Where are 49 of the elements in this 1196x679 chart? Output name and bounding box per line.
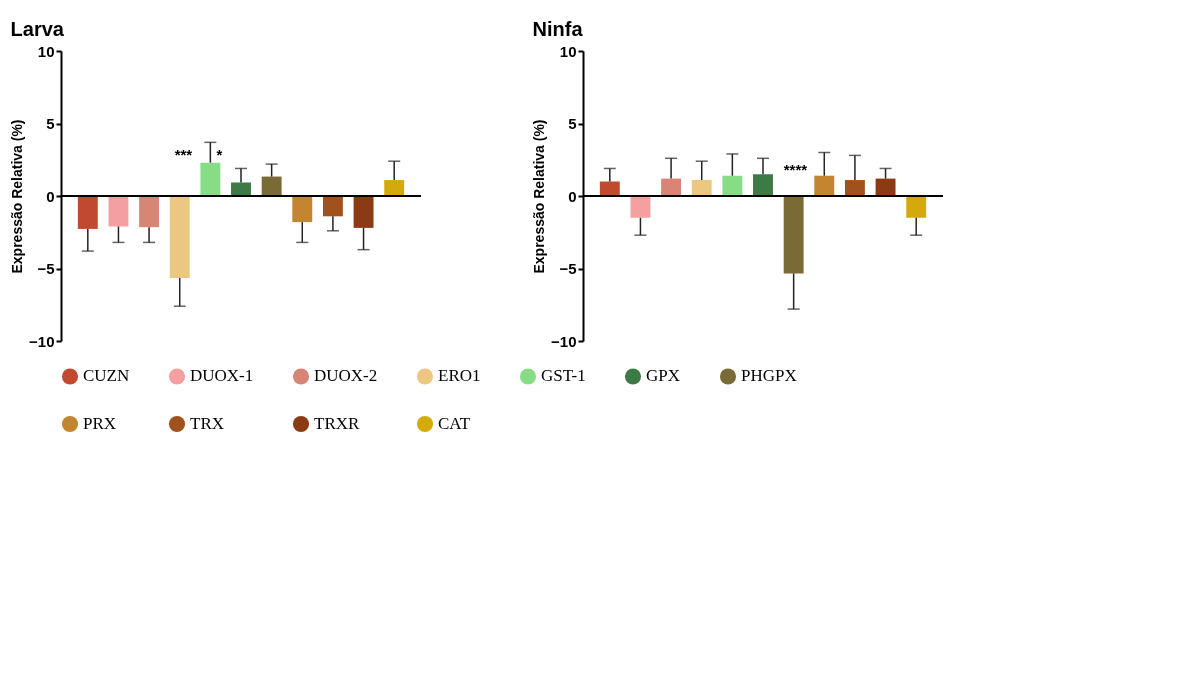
bar (691, 180, 712, 196)
annotation: * (216, 146, 223, 164)
y-tick-label: 0 (568, 187, 577, 205)
legend-label: DUOX-1 (190, 366, 254, 386)
legend-label: DUOX-2 (314, 366, 378, 386)
legend-label: TRXR (314, 414, 360, 433)
bar (322, 196, 343, 217)
annotation: **** (783, 160, 808, 178)
annotation: *** (174, 146, 193, 164)
y-tick-label: 10 (559, 42, 577, 60)
bar (261, 176, 282, 196)
legend-label: ERO1 (438, 366, 481, 386)
bar (844, 180, 865, 196)
legend-label: GST-1 (541, 366, 586, 386)
legend-label: PHGPX (741, 366, 797, 386)
y-tick-label: −5 (559, 260, 577, 277)
bar (77, 196, 98, 229)
bar (108, 196, 129, 227)
bar (875, 178, 896, 196)
legend-label: TRX (190, 414, 224, 433)
bar (169, 196, 190, 278)
y-axis-title: Expressão Relativa (%) (531, 119, 548, 274)
bar (783, 196, 804, 274)
bar (906, 196, 927, 218)
bar (599, 181, 620, 196)
bar (139, 196, 160, 228)
chart-title: Ninfa (532, 18, 584, 40)
y-tick-label: 10 (37, 42, 55, 60)
bar (814, 175, 835, 196)
y-tick-label: −10 (551, 332, 577, 350)
y-tick-label: 5 (568, 115, 577, 132)
legend-label: PRX (83, 414, 117, 433)
y-tick-label: −10 (29, 332, 55, 350)
chart-title: Larva (10, 18, 65, 40)
bar (661, 178, 682, 196)
y-tick-label: 0 (46, 187, 55, 205)
y-tick-label: 5 (46, 115, 55, 132)
bar (353, 196, 374, 228)
bar (753, 174, 773, 196)
legend-label: CAT (438, 414, 471, 433)
legend-label: GPX (646, 366, 681, 386)
y-tick-label: −5 (37, 260, 55, 277)
bar (630, 196, 651, 218)
y-axis-title: Expressão Relativa (%) (9, 119, 26, 274)
bar (292, 196, 313, 223)
legend-label: CUZN (83, 366, 130, 386)
bar (384, 180, 405, 196)
bar (722, 175, 743, 196)
bar (200, 162, 221, 196)
